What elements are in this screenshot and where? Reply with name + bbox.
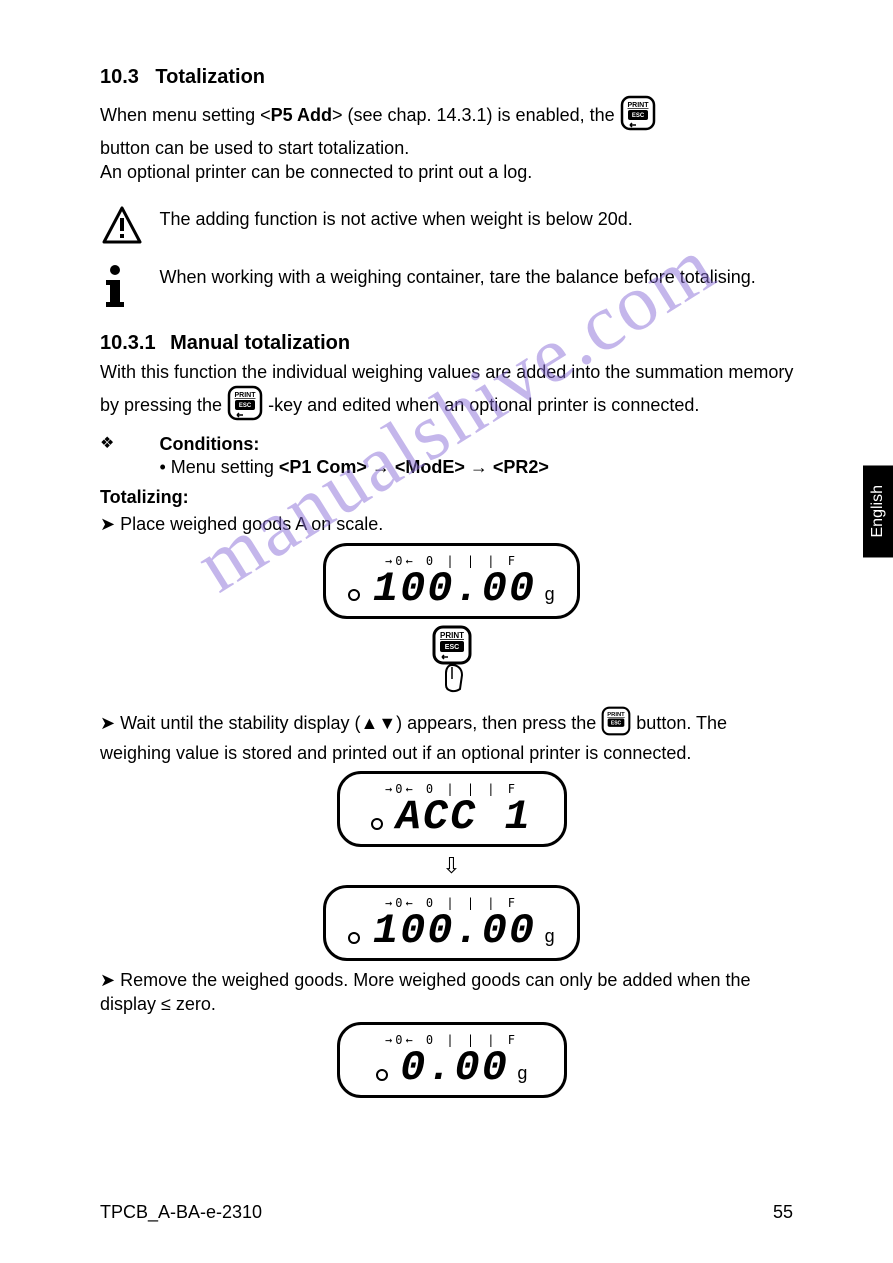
subsection-heading-row: 10.3.1 Manual totalization bbox=[100, 332, 803, 355]
info-text: When working with a weighing container, … bbox=[159, 266, 779, 289]
sub-intro: With this function the individual weighi… bbox=[100, 361, 803, 427]
footer-page-number: 55 bbox=[773, 1202, 793, 1223]
language-tab: English bbox=[863, 465, 893, 557]
lcd3-value: 100.00 bbox=[373, 910, 536, 952]
step-1: ➤ Place weighed goods A on scale. bbox=[100, 513, 803, 536]
stability-indicator-icon bbox=[348, 932, 360, 944]
stability-indicator-icon bbox=[376, 1069, 388, 1081]
info-icon bbox=[100, 262, 155, 310]
section-title: Totalization bbox=[155, 66, 265, 88]
subsection-title: Manual totalization bbox=[170, 332, 350, 354]
step-2: ➤ Wait until the stability display (▲▼) … bbox=[100, 706, 803, 766]
warning-icon bbox=[100, 204, 155, 248]
intro-line1-suffix: > (see chap. 14.3.1) is enabled, the bbox=[332, 105, 615, 125]
lcd-display-4: →0← 0 | | | F 0.00 g bbox=[100, 1022, 803, 1098]
lcd2-value: ACC 1 bbox=[396, 796, 532, 838]
warning-row: The adding function is not active when w… bbox=[100, 204, 803, 248]
intro-line2: button can be used to start totalization… bbox=[100, 138, 409, 158]
footer-doc-code: TPCB_A-BA-e-2310 bbox=[100, 1202, 262, 1223]
warning-text: The adding function is not active when w… bbox=[159, 208, 779, 231]
steps-label: Totalizing: bbox=[100, 486, 803, 509]
intro-paragraph: When menu setting <P5 Add> (see chap. 14… bbox=[100, 95, 803, 184]
lcd3-unit: g bbox=[545, 926, 555, 946]
conditions-label: Conditions: bbox=[159, 434, 259, 454]
lcd1-value: 100.00 bbox=[373, 568, 536, 610]
press-button-illustration: PRINT ESC bbox=[100, 625, 803, 700]
intro-code: P5 Add bbox=[271, 105, 332, 125]
svg-text:PRINT: PRINT bbox=[627, 102, 649, 109]
step-1-text: Place weighed goods A on scale. bbox=[120, 514, 383, 534]
svg-text:PRINT: PRINT bbox=[440, 631, 464, 640]
conditions-row: ❖ Conditions: • Menu setting <P1 Com> → … bbox=[100, 433, 803, 480]
lcd4-unit: g bbox=[517, 1063, 527, 1083]
cond-item-1-code: <P1 Com> → <ModE> → <PR2> bbox=[279, 457, 549, 477]
step-3-text: Remove the weighed goods. More weighed g… bbox=[100, 970, 751, 1013]
svg-text:ESC: ESC bbox=[444, 644, 458, 651]
lcd-display-3: →0← 0 | | | F 100.00 g bbox=[100, 885, 803, 961]
lcd1-unit: g bbox=[545, 584, 555, 604]
bullet-icon: ❖ bbox=[100, 433, 155, 453]
svg-text:ESC: ESC bbox=[239, 403, 252, 409]
intro-line1-prefix: When menu setting < bbox=[100, 105, 271, 125]
svg-text:PRINT: PRINT bbox=[235, 392, 257, 399]
intro-line3: An optional printer can be connected to … bbox=[100, 162, 532, 182]
print-esc-button-inline[interactable]: PRINT ESC bbox=[620, 95, 656, 137]
section-heading-row: 10.3 Totalization bbox=[100, 66, 803, 89]
subsection-number: 10.3.1 bbox=[100, 332, 156, 354]
page-container: manualshive.com English 10.3 Totalizatio… bbox=[0, 0, 893, 1263]
lcd-display-1: →0← 0 | | | F 100.00 g bbox=[100, 543, 803, 619]
sub-intro-suffix: -key and edited when an optional printer… bbox=[268, 395, 699, 415]
cond-item-1: Menu setting bbox=[171, 457, 274, 477]
step-3: ➤ Remove the weighed goods. More weighed… bbox=[100, 969, 803, 1016]
step-2-prefix: Wait until the stability display (▲▼) ap… bbox=[120, 712, 601, 732]
print-esc-button-inline-2[interactable]: PRINT ESC bbox=[227, 385, 263, 427]
stability-indicator-icon bbox=[348, 589, 360, 601]
svg-text:ESC: ESC bbox=[611, 720, 622, 726]
svg-text:ESC: ESC bbox=[632, 113, 645, 119]
stability-indicator-icon bbox=[371, 818, 383, 830]
lcd-display-2: →0← 0 | | | F ACC 1 bbox=[100, 771, 803, 847]
down-arrow-icon: ⇩ bbox=[100, 853, 803, 879]
svg-text:PRINT: PRINT bbox=[608, 712, 626, 718]
info-row: When working with a weighing container, … bbox=[100, 262, 803, 310]
print-esc-button-inline-3[interactable]: PRINT ESC bbox=[601, 706, 631, 742]
section-number: 10.3 bbox=[100, 66, 139, 88]
lcd4-value: 0.00 bbox=[400, 1047, 509, 1089]
